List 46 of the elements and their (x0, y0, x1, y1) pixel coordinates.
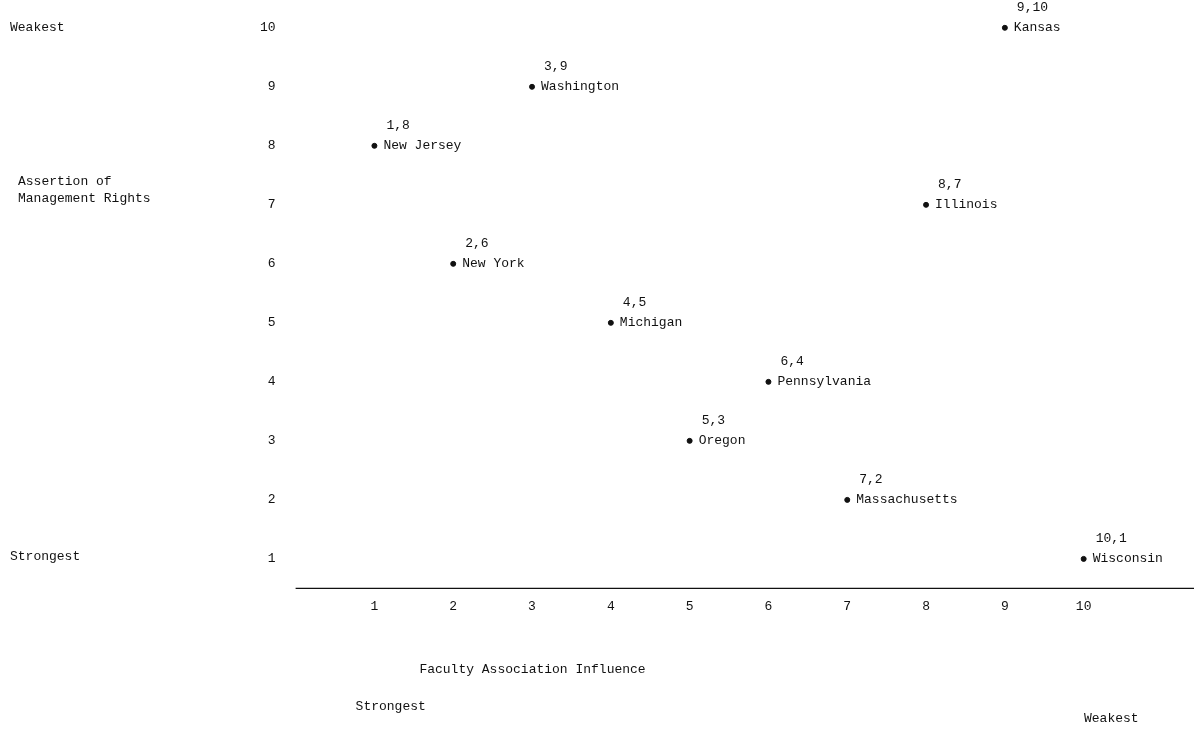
text: Assertion of Management Rights (18, 173, 151, 206)
annotation: Michigan (619, 315, 683, 331)
annotation: Illinois (935, 197, 998, 213)
x-tick-label: 3 (528, 598, 536, 614)
y-tick-label: 5 (267, 315, 276, 331)
annotation: Wisconsin (1092, 551, 1163, 567)
annotation: 2,6 (465, 236, 489, 252)
text: Weakest (10, 20, 65, 36)
annotation: Massachusetts (856, 492, 958, 508)
annotation: 7,2 (859, 472, 883, 488)
x-tick-label: 6 (764, 598, 773, 614)
text: Weakest (1084, 710, 1139, 726)
annotation: Kansas (1013, 20, 1061, 36)
y-tick-label: 8 (267, 138, 276, 154)
x-tick-label: 8 (922, 598, 930, 614)
y-tick-label: 4 (267, 374, 276, 390)
y-tick-label: 1 (267, 551, 276, 567)
annotation: 1,8 (386, 118, 410, 134)
annotation: 9,10 (1016, 0, 1049, 16)
annotation: 6,4 (780, 354, 805, 370)
annotation: New Jersey (383, 138, 462, 154)
x-tick-label: 7 (843, 598, 852, 614)
y-tick-label: 6 (267, 256, 276, 272)
annotation: Washington (541, 79, 620, 95)
y-tick-label: 10 (259, 20, 276, 36)
x-tick-label: 1 (370, 598, 379, 614)
x-tick-label: 2 (449, 598, 458, 614)
x-tick-label: 10 (1075, 598, 1092, 614)
annotation: 8,7 (938, 177, 962, 193)
x-tick-label: 4 (606, 598, 615, 614)
y-tick-label: 3 (267, 433, 276, 449)
y-tick-label: 7 (267, 197, 276, 213)
y-tick-label: 2 (267, 492, 276, 508)
annotation: Oregon (698, 433, 746, 449)
y-tick-label: 9 (267, 79, 276, 95)
annotation: 3,9 (544, 59, 568, 75)
annotation: 4,5 (622, 295, 647, 311)
x-tick-label: 9 (1000, 598, 1009, 614)
annotation: 10,1 (1095, 531, 1128, 547)
annotation: New York (462, 256, 525, 272)
annotation: Pennsylvania (777, 374, 872, 390)
x-axis-title: Faculty Association Influence (419, 661, 646, 677)
text: Strongest (355, 698, 426, 714)
annotation: 5,3 (701, 413, 726, 429)
text: Strongest (10, 548, 81, 564)
x-tick-label: 5 (685, 598, 694, 614)
